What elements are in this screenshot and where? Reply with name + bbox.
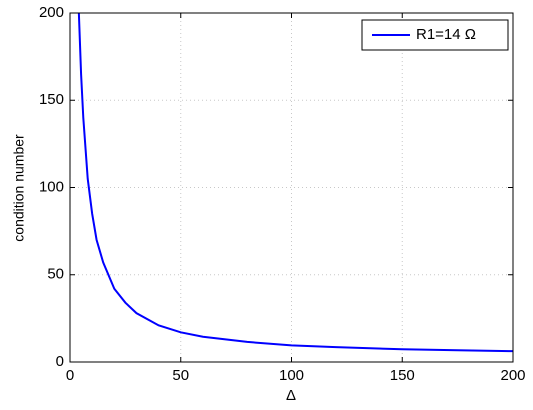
x-tick-label: 150: [390, 367, 415, 384]
x-tick-label: 50: [172, 367, 189, 384]
y-tick-label: 50: [47, 266, 64, 283]
x-tick-label: 200: [500, 367, 525, 384]
x-tick-label: 100: [279, 367, 304, 384]
x-tick-label: 0: [66, 367, 74, 384]
y-tick-label: 150: [39, 91, 64, 108]
y-tick-label: 0: [56, 353, 64, 370]
y-tick-label: 100: [39, 178, 64, 195]
y-axis-label: condition number: [11, 134, 27, 242]
y-tick-label: 200: [39, 4, 64, 21]
legend-label: R1=14 Ω: [416, 26, 476, 43]
plot-frame: [69, 12, 514, 363]
data-line: [77, 13, 513, 353]
x-axis-label: Δ: [286, 387, 296, 404]
